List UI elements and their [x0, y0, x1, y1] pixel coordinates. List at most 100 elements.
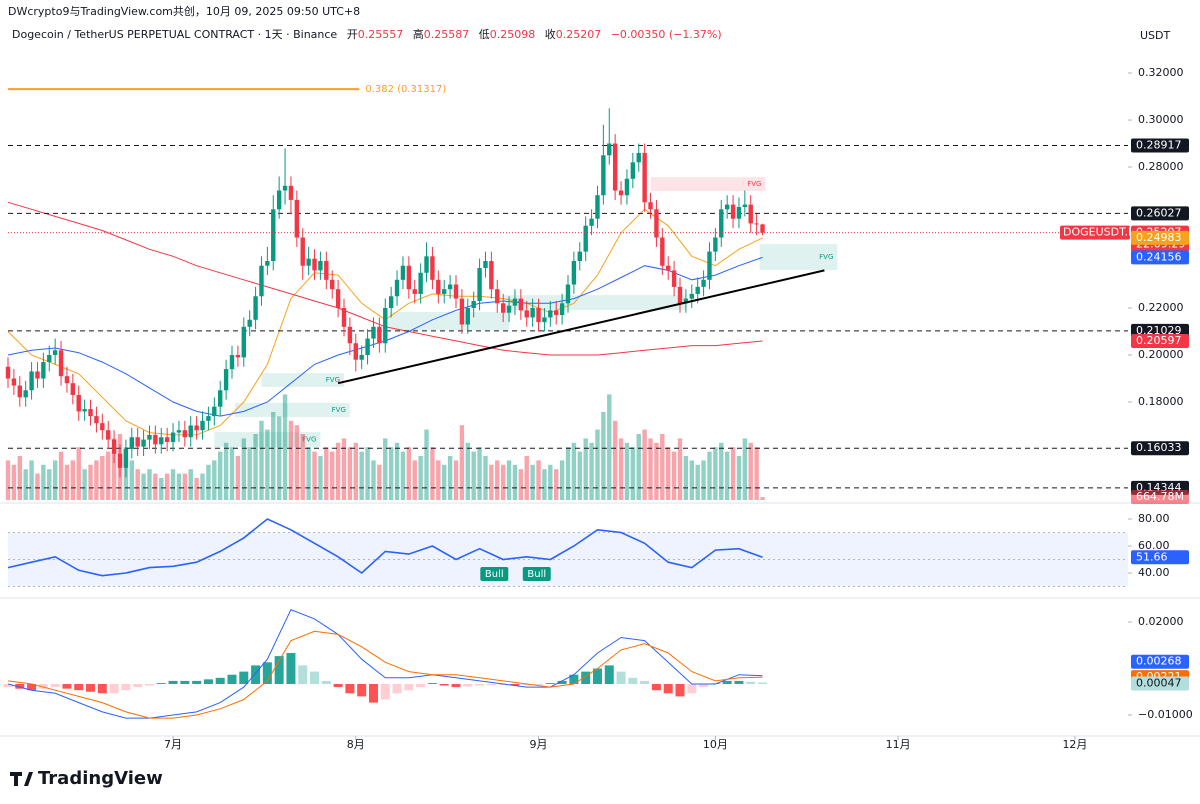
volume-bar: [324, 447, 329, 500]
macd-histogram-bar: [604, 665, 614, 685]
macd-histogram-bar: [133, 684, 143, 688]
volume-bar: [383, 438, 388, 500]
level-tag: 0.26027: [1136, 206, 1182, 219]
macd-histogram-bar: [746, 681, 756, 685]
candle-body: [135, 437, 140, 447]
volume-bar: [276, 416, 282, 500]
candle-body: [153, 434, 158, 445]
candle-body: [253, 296, 258, 320]
candle-body: [548, 310, 553, 318]
low-value: 0.25098: [490, 28, 536, 41]
volume-bar: [565, 447, 571, 500]
volume-bar: [636, 434, 641, 500]
volume-bar: [736, 456, 742, 500]
candle-body: [188, 425, 193, 438]
candle-body: [194, 425, 199, 431]
candle-body: [259, 265, 264, 297]
macd-histogram-bar: [109, 684, 119, 694]
candle-body: [147, 434, 152, 440]
y-tick-label: 0.28000: [1138, 160, 1184, 173]
macd-histogram-bar: [227, 674, 237, 685]
candle-body: [271, 209, 276, 262]
candle-body: [235, 355, 241, 358]
volume-bar: [129, 460, 134, 500]
header: DWcrypto9与TradingView.com共创，10月 09, 2025…: [8, 5, 360, 18]
volume-bar: [88, 464, 93, 500]
candle-body: [607, 143, 612, 156]
candle-body: [601, 155, 606, 196]
bull-bg: [522, 567, 551, 581]
ma-tag-bg: [1131, 230, 1189, 245]
volume-bar: [459, 425, 465, 500]
candle-body: [206, 416, 211, 421]
candle-body: [200, 420, 205, 431]
volume-bar: [253, 434, 258, 500]
volume-bar: [247, 447, 252, 500]
candle-body: [106, 430, 111, 440]
volume-bar: [282, 394, 288, 500]
volume-bar: [371, 460, 376, 500]
candle-body: [353, 343, 358, 360]
candle-body: [636, 152, 641, 163]
symbol-tag-bg: [1060, 225, 1130, 240]
volume-bar: [182, 473, 188, 500]
candle-body: [677, 286, 683, 304]
candle-body: [430, 256, 435, 280]
rsi-tag-bg: [1131, 550, 1189, 565]
volume-bar: [35, 473, 40, 500]
candle-body: [324, 261, 329, 280]
candle-body: [471, 300, 476, 309]
symbol: Dogecoin / TetherUS PERPETUAL CONTRACT ·…: [12, 28, 337, 41]
volume-bar: [29, 460, 34, 500]
macd-histogram-bar: [581, 671, 591, 685]
candle-body: [5, 366, 11, 379]
volume-bar: [58, 451, 64, 500]
volume-bar: [141, 473, 146, 500]
volume-bar: [188, 469, 193, 500]
candle-body: [689, 293, 694, 299]
ma-tag-bg: [1131, 250, 1189, 265]
open-label: 开: [347, 28, 358, 41]
macd-histogram-bar: [734, 680, 744, 685]
candle-body: [483, 261, 488, 269]
candle-body: [666, 265, 671, 271]
candle-body: [577, 251, 582, 262]
volume-bar: [677, 438, 683, 500]
macd-histogram-bar: [333, 684, 343, 688]
volume-bar: [760, 497, 765, 500]
volume-bar: [365, 447, 370, 500]
volume-bar: [730, 447, 736, 500]
level-tag-bg: [1131, 206, 1189, 221]
volume-bar: [94, 460, 99, 500]
candle-body: [23, 390, 28, 398]
volume-bar: [530, 464, 535, 500]
macd-histogram-bar: [416, 684, 426, 688]
candle-body: [170, 432, 176, 442]
macd-histogram-bar: [97, 684, 107, 694]
volume-bar: [271, 412, 276, 500]
macd-histogram-bar: [298, 665, 308, 685]
x-tick-label: 12月: [1062, 738, 1087, 751]
candle-body: [618, 190, 624, 196]
volume-bar: [701, 460, 706, 500]
volume-bar: [170, 469, 176, 500]
volume-bar: [624, 442, 630, 500]
macd-histogram-bar: [357, 684, 367, 697]
candle-body: [52, 350, 58, 356]
volume-bar: [164, 473, 170, 500]
candle-body: [447, 284, 453, 290]
volume-bar: [424, 429, 429, 500]
macd-histogram-bar: [675, 684, 685, 697]
volume-bar: [335, 442, 341, 500]
volume-bar: [666, 447, 671, 500]
candle-body: [565, 284, 571, 304]
candle-body: [129, 437, 134, 450]
candle-body: [495, 289, 500, 304]
bull-label: Bull: [485, 569, 504, 580]
macd-histogram-bar: [640, 680, 650, 685]
volume-bar: [330, 451, 335, 500]
candle-body: [477, 268, 482, 301]
volume-bar: [394, 442, 400, 500]
bull-bg: [480, 567, 509, 581]
x-tick-label: 9月: [530, 738, 548, 751]
